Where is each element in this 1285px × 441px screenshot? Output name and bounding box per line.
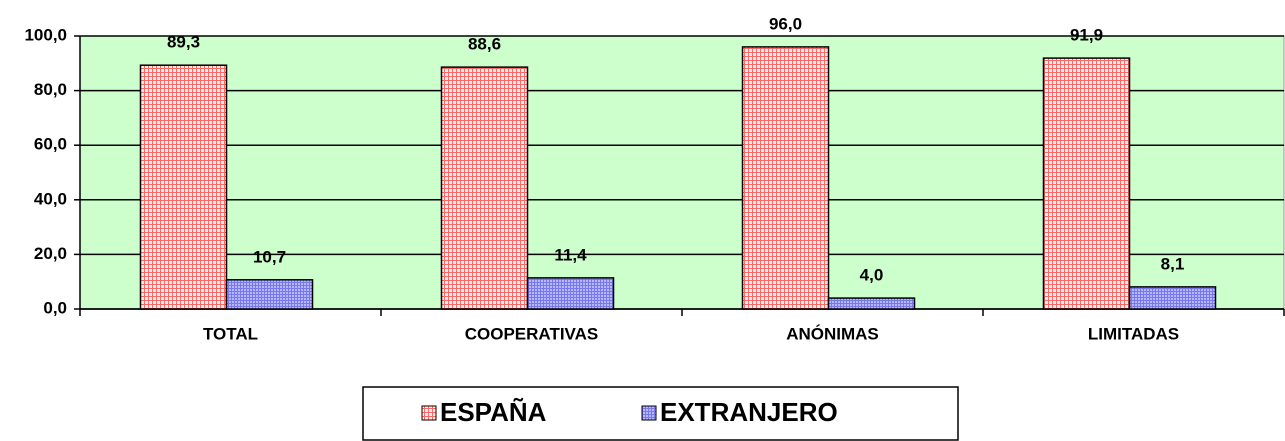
x-tick-label: LIMITADAS [1088,324,1179,343]
legend-label: EXTRANJERO [660,397,838,427]
x-tick-label: COOPERATIVAS [465,324,599,343]
bar [139,64,228,310]
legend-swatch [421,405,437,421]
bar [1042,57,1131,310]
legend-label: ESPAÑA [440,397,547,427]
legend-box [362,386,959,441]
y-tick-label: 60,0 [34,135,67,154]
y-tick-label: 100,0 [24,25,67,44]
value-label: 4,0 [860,266,884,285]
y-tick-label: 20,0 [34,244,67,263]
bar [741,46,830,310]
y-tick-label: 40,0 [34,189,67,208]
bar [526,277,615,310]
bar [1128,286,1217,310]
value-label: 89,3 [167,33,200,52]
value-label: 96,0 [769,14,802,33]
bar [440,66,529,310]
bar [225,279,314,310]
value-label: 8,1 [1161,254,1185,273]
value-label: 11,4 [554,245,587,264]
x-tick-label: ANÓNIMAS [786,324,879,343]
bar [827,297,916,310]
x-tick-label: TOTAL [203,324,258,343]
value-label: 88,6 [468,35,501,54]
legend-swatch [641,405,657,421]
value-label: 91,9 [1070,26,1103,45]
y-tick-label: 80,0 [34,80,67,99]
y-tick-label: 0,0 [43,298,67,317]
value-label: 10,7 [253,247,286,266]
